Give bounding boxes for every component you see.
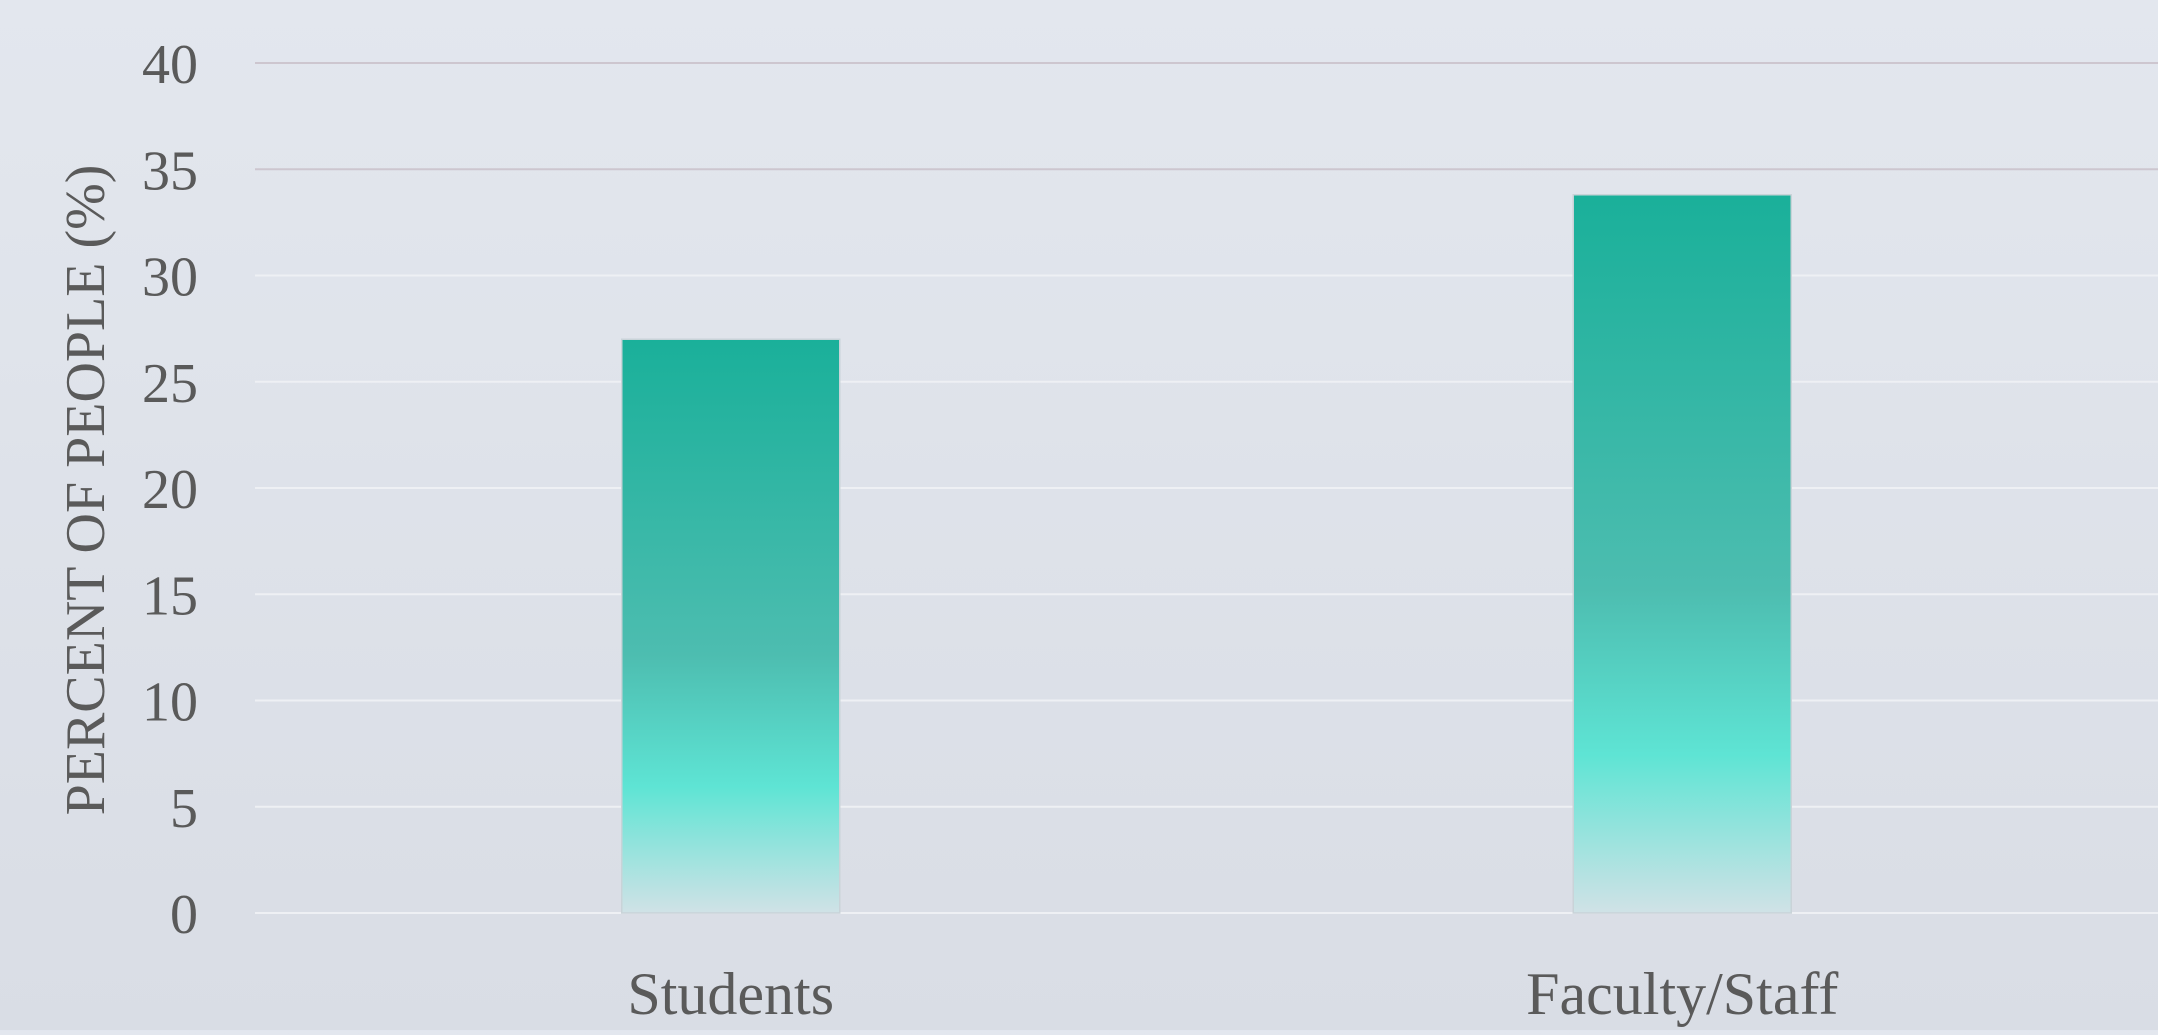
bar-students (621, 338, 841, 914)
y-tick-label: 35 (142, 140, 198, 202)
y-tick-label: 0 (170, 884, 198, 946)
y-tick-label: 40 (142, 34, 198, 96)
y-tick-label: 5 (170, 778, 198, 840)
y-tick-label: 10 (142, 672, 198, 734)
y-axis-tick-labels: 0 5 10 15 20 25 30 35 40 (142, 34, 198, 946)
y-tick-label: 25 (142, 353, 198, 415)
y-tick-label: 15 (142, 565, 198, 627)
x-axis-tick-labels: Students Faculty/Staff (627, 961, 1838, 1027)
x-tick-label: Faculty/Staff (1526, 961, 1838, 1027)
bars (621, 194, 1792, 914)
gridlines (255, 62, 2158, 914)
y-tick-label: 20 (142, 459, 198, 521)
x-tick-label: Students (627, 961, 834, 1027)
y-tick-label: 30 (142, 247, 198, 309)
y-axis-label: PERCENT OF PEOPLE (%) (55, 165, 117, 816)
bar-faculty-staff (1572, 194, 1792, 914)
